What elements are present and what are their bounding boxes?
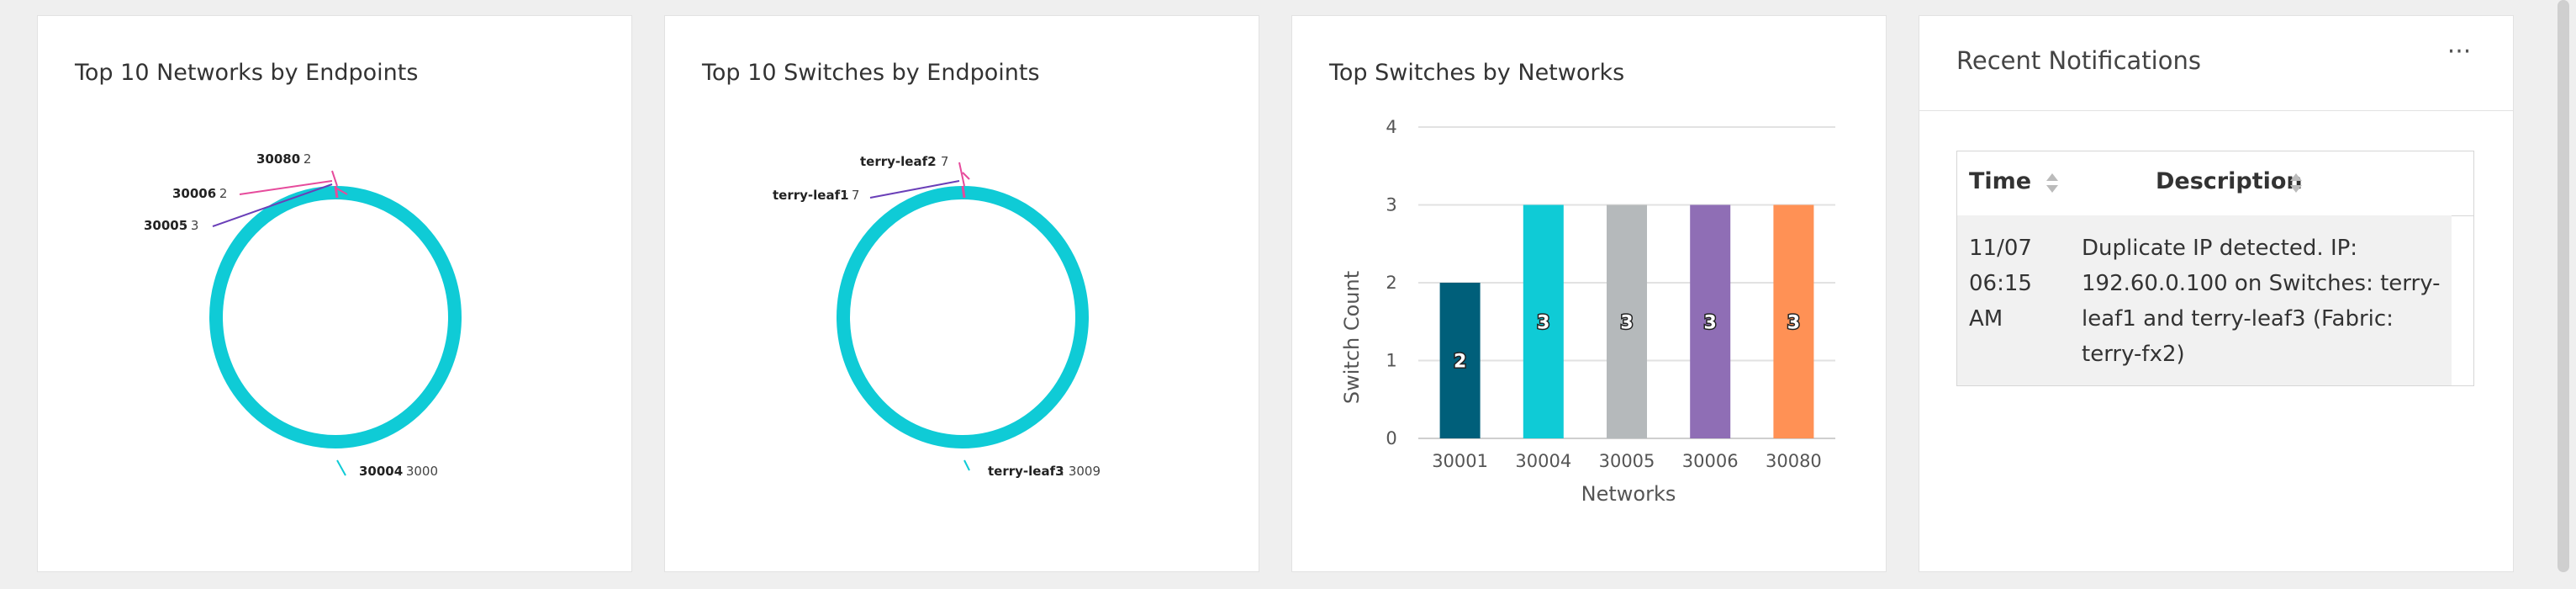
bar-30080[interactable] [1773, 204, 1814, 439]
card-title: Top 10 Switches by Endpoints [702, 60, 1040, 86]
table-header-row: Time Description [1957, 151, 2473, 216]
label-30080-name: 30080 [256, 151, 300, 167]
y-axis-title: Switch Count [1340, 271, 1364, 404]
switches-networks-bar-chart: 0 1 2 3 4 2 3 3 3 3 30001 30004 30005 30006 30080 Sw… [1340, 117, 1835, 506]
label-terry-leaf3-name: terry-leaf3 [988, 464, 1064, 479]
leader-line [239, 180, 333, 195]
donut-slice-30004[interactable] [209, 186, 462, 448]
bar-30004[interactable] [1523, 204, 1564, 439]
description-column-header[interactable]: Description [2156, 168, 2303, 194]
bar-value-label: 3 [1537, 312, 1549, 333]
card-title: Top Switches by Networks [1329, 60, 1625, 86]
leader-line [869, 180, 960, 199]
label-30005-value: : 3 [182, 218, 198, 233]
recent-notifications-card: Recent Notifications ··· Time Descriptio… [1919, 15, 2514, 572]
donut-slice-terry-leaf3[interactable] [837, 186, 1089, 448]
more-options-button[interactable]: ··· [2447, 37, 2472, 66]
notifications-title: Recent Notifications [1956, 46, 2201, 75]
notifications-header: Recent Notifications ··· [1919, 16, 2513, 111]
label-30006-name: 30006 [172, 186, 216, 201]
leader-line [335, 187, 348, 195]
leader-line [963, 459, 970, 471]
bar-value-label: 2 [1454, 352, 1466, 373]
label-terry-leaf1-value: : 7 [843, 188, 859, 203]
x-tick-label: 30004 [1515, 451, 1571, 471]
x-tick-label: 30080 [1766, 451, 1822, 471]
sort-icon[interactable] [2290, 173, 2302, 197]
networks-endpoints-card: Top 10 Networks by Endpoints 30080 : 2 3… [37, 15, 632, 572]
notifications-table: Time Description 11/07 06:15 AM Duplicat… [1956, 151, 2474, 386]
label-30006-value: : 2 [211, 186, 227, 201]
x-tick-label: 30001 [1432, 451, 1488, 471]
donut-slice-small[interactable] [961, 185, 966, 199]
notification-description: Duplicate IP detected. IP: 192.60.0.100 … [2082, 236, 2441, 367]
notification-time: 11/07 06:15 AM [1969, 236, 2032, 332]
bar-value-label: 3 [1620, 312, 1633, 333]
label-30004-name: 30004 [359, 464, 403, 479]
switches-endpoints-card: Top 10 Switches by Endpoints terry-leaf2… [664, 15, 1259, 572]
label-terry-leaf1-name: terry-leaf1 [773, 188, 849, 203]
bar-30001[interactable] [1439, 283, 1481, 438]
label-terry-leaf2-name: terry-leaf2 [860, 154, 937, 169]
leader-line [331, 170, 338, 187]
networks-donut-chart: 30080 : 2 30006 : 2 30005 : 3 30004 : 30… [144, 151, 462, 479]
switches-networks-card: Top Switches by Networks 0 1 2 3 4 2 3 3 3 3 300… [1291, 15, 1887, 572]
card-title: Top 10 Networks by Endpoints [75, 60, 419, 86]
page-scrollbar[interactable] [2558, 0, 2569, 572]
label-terry-leaf2-value: : 7 [932, 154, 948, 169]
table-row[interactable]: 11/07 06:15 AM Duplicate IP detected. IP… [1957, 215, 2452, 385]
y-tick-label: 0 [1386, 428, 1396, 448]
bar-30006[interactable] [1690, 204, 1731, 439]
y-tick-label: 4 [1386, 117, 1396, 137]
label-30080-value: : 2 [295, 151, 311, 167]
leader-line [336, 459, 346, 476]
leader-line [958, 162, 965, 187]
x-axis-title: Networks [1581, 482, 1676, 506]
switches-donut-chart: terry-leaf2 : 7 terry-leaf1 : 7 terry-le… [773, 154, 1101, 479]
sort-icon[interactable] [2046, 173, 2058, 197]
label-30004-value: : 3000 [398, 464, 438, 479]
bar-value-label: 3 [1787, 312, 1800, 333]
label-30005-name: 30005 [144, 218, 187, 233]
bar-value-label: 3 [1704, 312, 1717, 333]
bar-30005[interactable] [1607, 204, 1647, 439]
x-tick-label: 30005 [1599, 451, 1655, 471]
y-tick-label: 1 [1386, 351, 1396, 371]
leader-line [962, 172, 970, 180]
y-tick-label: 3 [1386, 195, 1396, 215]
time-column-header[interactable]: Time [1969, 168, 2058, 194]
leader-line [212, 183, 333, 227]
label-terry-leaf3-value: : 3009 [1060, 464, 1101, 479]
x-tick-label: 30006 [1682, 451, 1739, 471]
y-tick-label: 2 [1386, 273, 1396, 293]
